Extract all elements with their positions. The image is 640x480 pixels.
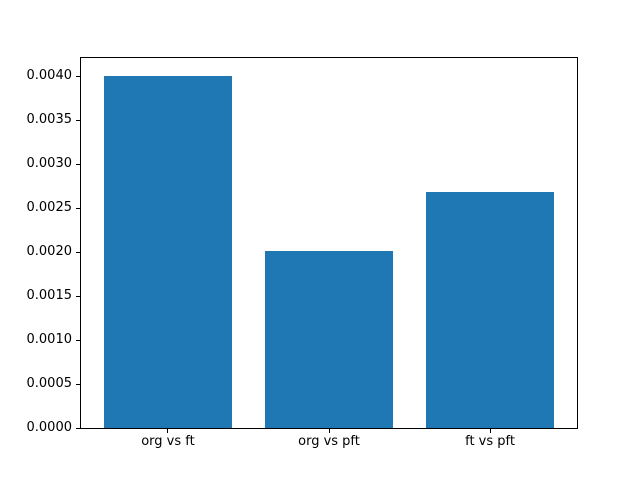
y-tick-mark	[76, 251, 80, 253]
bar-ft-vs-pft	[425, 191, 555, 428]
y-tick-label: 0.0020	[26, 244, 73, 260]
x-tick-mark	[328, 429, 330, 433]
y-tick-label: 0.0000	[26, 420, 73, 435]
x-tick-mark	[489, 429, 491, 433]
bar-org-vs-pft	[264, 251, 394, 428]
y-tick-mark	[76, 339, 80, 341]
y-tick-label: 0.0025	[26, 200, 73, 216]
bar-org-vs-ft	[103, 75, 233, 428]
y-tick-mark	[76, 427, 80, 429]
y-tick-label: 0.0030	[26, 156, 73, 172]
y-tick-mark	[76, 207, 80, 209]
y-tick-mark	[76, 119, 80, 121]
plot-area: 0.0000 0.0005 0.0010 0.0015 0.0020 0.0025 0.00…	[27, 57, 578, 449]
y-tick-mark	[76, 295, 80, 297]
y-tick-label: 0.0005	[26, 376, 73, 392]
y-tick-mark	[76, 163, 80, 165]
y-tick-mark	[76, 75, 80, 77]
x-tick-label: org vs pft	[298, 434, 360, 449]
y-tick-mark	[76, 383, 80, 385]
x-tick-mark	[167, 429, 169, 433]
y-tick-label: 0.0035	[26, 112, 73, 128]
y-tick-label: 0.0010	[26, 332, 73, 348]
x-tick-label: ft vs pft	[465, 434, 515, 449]
x-tick-label: org vs ft	[141, 434, 195, 449]
y-tick-label: 0.0040	[26, 68, 73, 84]
y-tick-label: 0.0015	[26, 288, 73, 304]
